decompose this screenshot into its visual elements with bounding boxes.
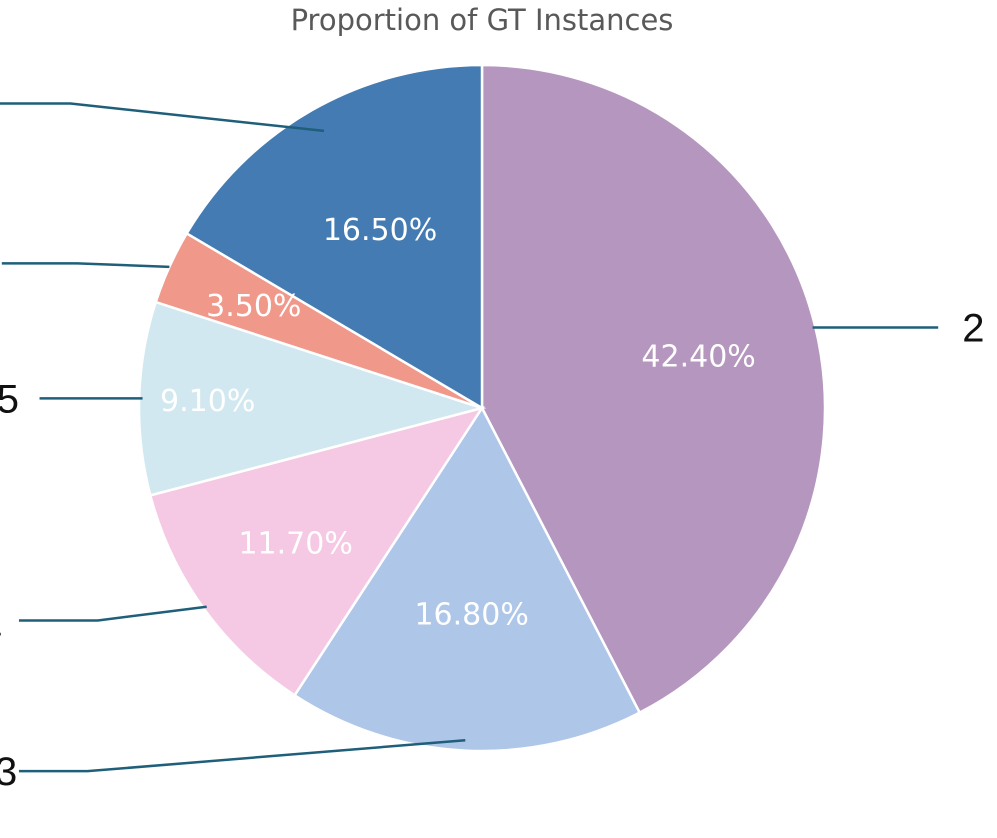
category-label: 5 xyxy=(0,377,19,421)
category-label: 2 xyxy=(962,307,984,351)
pie-slice-gt6 xyxy=(185,63,484,411)
category-label: 3 xyxy=(0,750,17,794)
leader-line xyxy=(18,739,466,773)
pie-slices xyxy=(137,63,827,753)
percentage-label: 9.10% xyxy=(160,384,255,419)
leader-line xyxy=(18,605,207,622)
category-labels: 23456>6 xyxy=(0,307,984,795)
percentage-label: 3.50% xyxy=(206,289,301,324)
percentage-label: 16.50% xyxy=(323,213,437,248)
leader-line xyxy=(0,102,325,133)
category-label: 4 xyxy=(0,606,2,650)
percentage-labels: 42.40% 16.80% 11.70% 9.10% 3.50% 16.50% xyxy=(160,213,756,632)
pie-slice-3 xyxy=(292,405,642,753)
pie-slice-4 xyxy=(148,405,485,698)
percentage-label: 11.70% xyxy=(238,526,352,561)
leader-lines xyxy=(0,102,939,773)
leader-line xyxy=(1,262,170,269)
percentage-label: 16.80% xyxy=(414,598,528,633)
percentage-label: 42.40% xyxy=(641,339,755,374)
chart-title: Proportion of GT Instances xyxy=(291,3,674,37)
